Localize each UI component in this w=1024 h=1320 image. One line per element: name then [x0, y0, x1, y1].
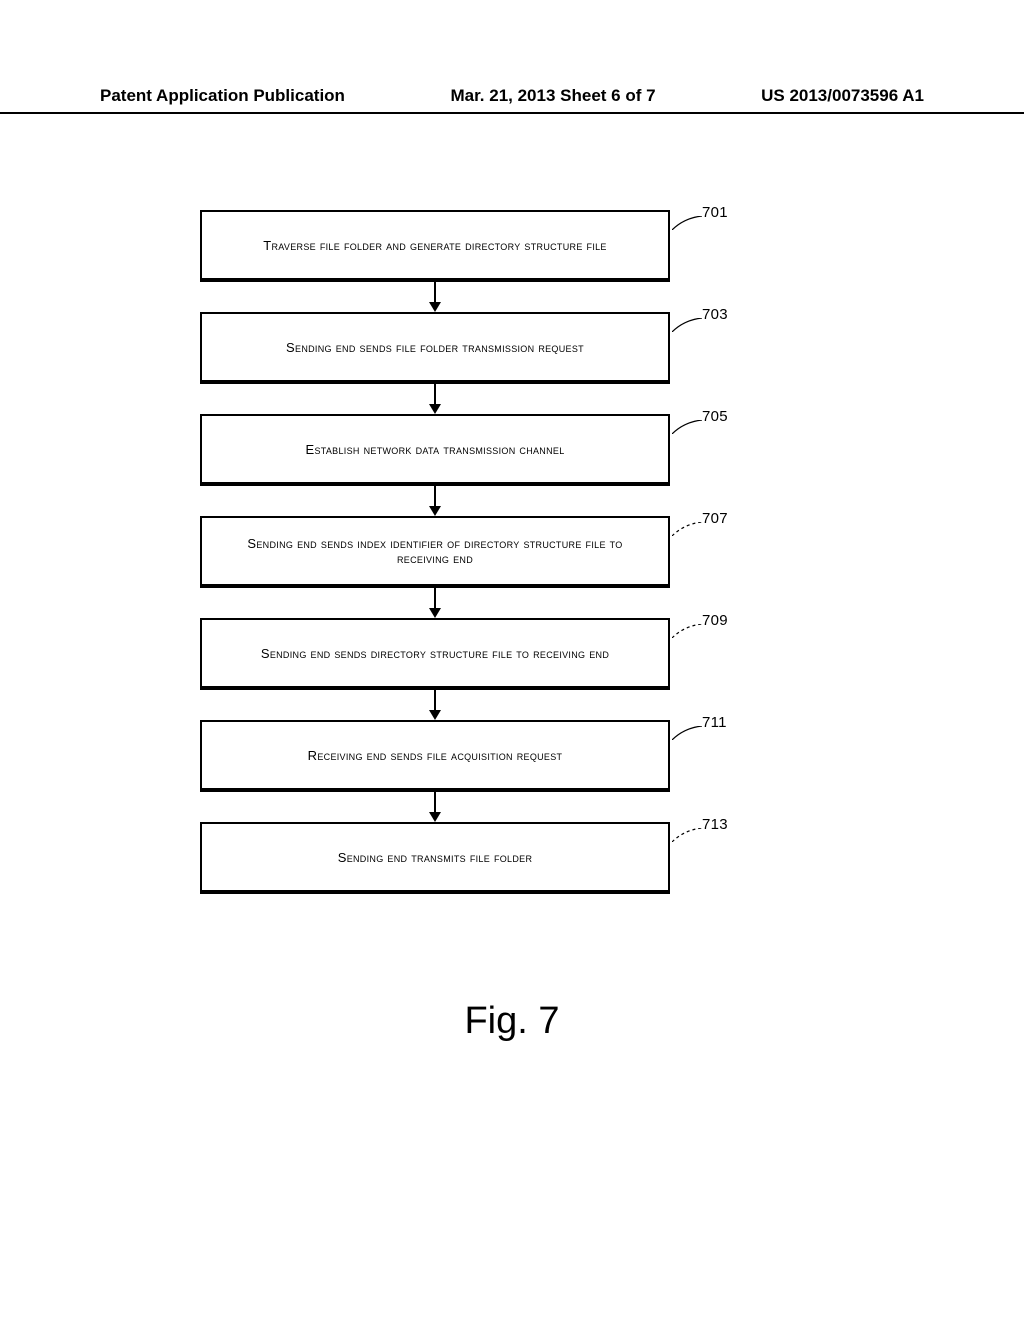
leader-line [672, 828, 702, 842]
flow-step-707: Sending end sends index identifier of di… [200, 516, 670, 588]
flow-step-701: Traverse file folder and generate direct… [200, 210, 670, 282]
figure-label: Fig. 7 [0, 1000, 1024, 1043]
flow-step-text: Sending end sends index identifier of di… [220, 536, 650, 566]
flow-step-705: Establish network data transmission chan… [200, 414, 670, 486]
flow-arrow [200, 486, 670, 516]
step-reference-number: 705 [702, 408, 762, 425]
header-right: US 2013/0073596 A1 [761, 86, 924, 106]
page: Patent Application Publication Mar. 21, … [0, 0, 1024, 1320]
header-left: Patent Application Publication [100, 86, 345, 106]
flow-arrow [200, 282, 670, 312]
step-reference-number: 711 [702, 714, 762, 731]
flow-step-713: Sending end transmits file folder713 [200, 822, 670, 894]
leader-line [672, 318, 702, 332]
flow-step-709: Sending end sends directory structure fi… [200, 618, 670, 690]
leader-line [672, 624, 702, 638]
step-reference-number: 701 [702, 204, 762, 221]
leader-line [672, 726, 702, 740]
flow-arrow [200, 792, 670, 822]
step-reference-number: 709 [702, 612, 762, 629]
flow-arrow [200, 384, 670, 414]
flow-arrow [200, 588, 670, 618]
step-reference-number: 713 [702, 816, 762, 833]
step-reference-number: 707 [702, 510, 762, 527]
flow-step-text: Sending end transmits file folder [338, 850, 533, 865]
flow-step-text: Sending end sends file folder transmissi… [286, 340, 584, 355]
flow-step-text: Establish network data transmission chan… [305, 442, 564, 457]
flow-arrow [200, 690, 670, 720]
flow-step-text: Sending end sends directory structure fi… [261, 646, 609, 661]
leader-line [672, 522, 702, 536]
leader-line [672, 420, 702, 434]
header-center: Mar. 21, 2013 Sheet 6 of 7 [451, 86, 656, 106]
flow-step-711: Receiving end sends file acquisition req… [200, 720, 670, 792]
flow-step-703: Sending end sends file folder transmissi… [200, 312, 670, 384]
leader-line [672, 216, 702, 230]
header-row: Patent Application Publication Mar. 21, … [0, 86, 1024, 112]
flow-step-text: Receiving end sends file acquisition req… [308, 748, 563, 763]
page-header: Patent Application Publication Mar. 21, … [0, 86, 1024, 114]
flowchart: Traverse file folder and generate direct… [200, 210, 730, 894]
step-reference-number: 703 [702, 306, 762, 323]
flow-step-text: Traverse file folder and generate direct… [263, 238, 607, 253]
